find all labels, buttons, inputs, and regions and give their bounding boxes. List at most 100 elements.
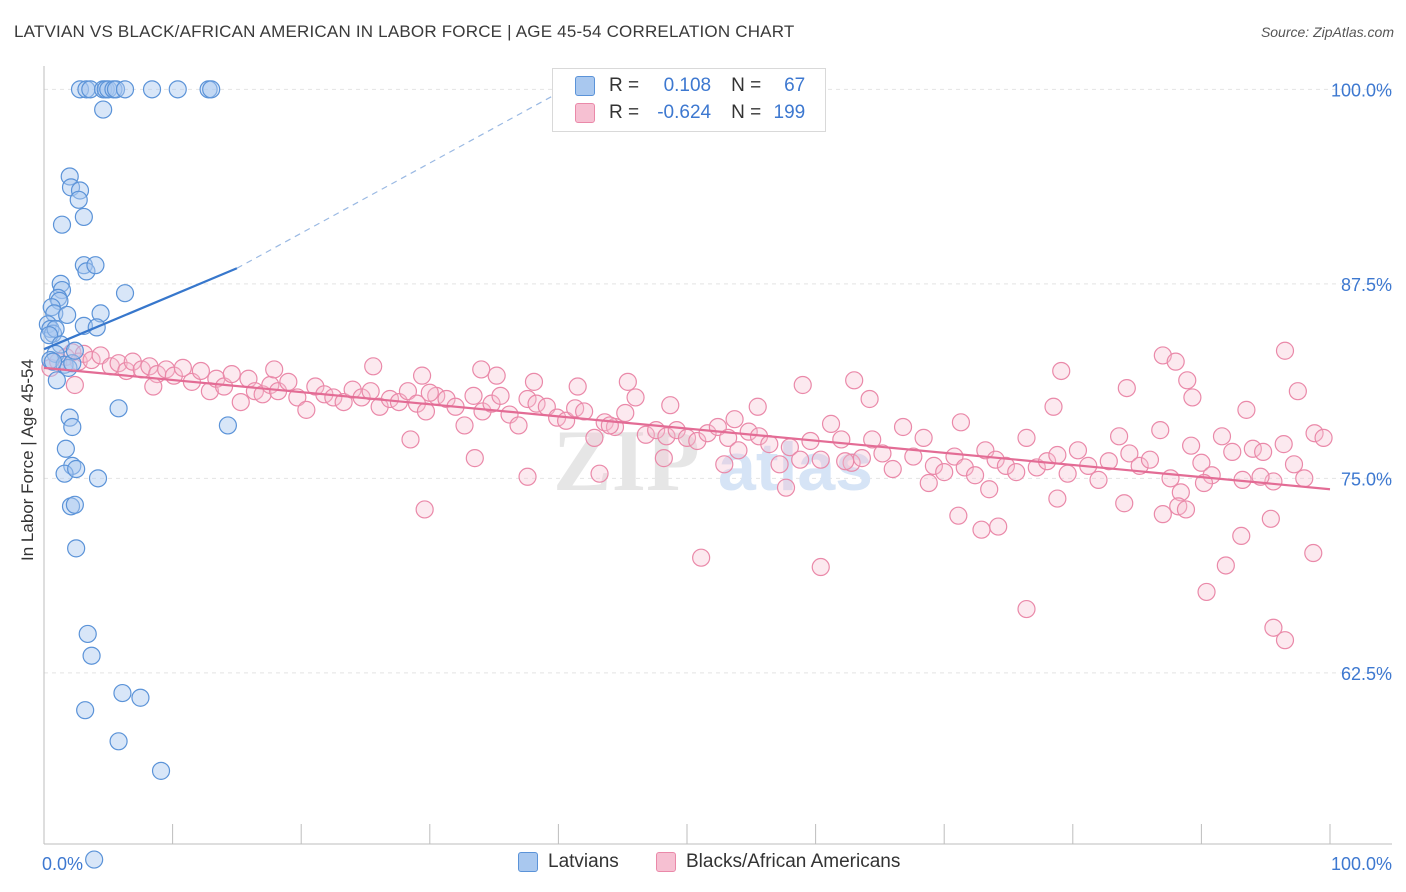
data-point-blacks xyxy=(1176,500,1196,519)
data-point-blacks xyxy=(455,416,474,435)
data-point-blacks xyxy=(65,375,84,395)
data-point-blacks xyxy=(509,416,528,435)
data-point-blacks xyxy=(873,444,892,463)
data-point-blacks xyxy=(836,452,855,471)
data-point-latvians xyxy=(78,624,97,644)
data-point-blacks xyxy=(1304,543,1323,563)
data-point-blacks xyxy=(996,456,1016,475)
data-point-blacks xyxy=(1027,458,1046,477)
data-point-blacks xyxy=(852,449,871,468)
data-point-blacks xyxy=(222,364,241,384)
trend-lines xyxy=(43,88,1331,491)
data-point-blacks xyxy=(793,375,812,395)
data-point-blacks xyxy=(265,360,284,379)
legend-row-blacks: R = -0.624 N = 199 xyxy=(575,101,805,125)
data-point-blacks xyxy=(618,372,637,391)
data-point-blacks xyxy=(600,416,619,435)
data-point-blacks xyxy=(951,413,971,432)
data-point-latvians xyxy=(115,284,135,303)
data-point-blacks xyxy=(568,377,587,396)
data-point-latvians xyxy=(67,539,86,558)
y-tick-label: 75.0% xyxy=(1341,469,1392,489)
data-point-blacks xyxy=(518,389,537,409)
data-point-blacks xyxy=(1212,427,1232,446)
data-point-latvians xyxy=(94,100,113,119)
data-point-blacks xyxy=(1216,556,1235,575)
data-point-latvians xyxy=(67,459,86,479)
data-point-latvians xyxy=(82,646,101,665)
data-point-latvians xyxy=(142,80,162,99)
data-point-blacks xyxy=(842,453,861,472)
trend-line-latvians xyxy=(43,267,238,351)
data-point-blacks xyxy=(464,386,483,405)
data-point-latvians xyxy=(109,399,128,418)
data-point-blacks xyxy=(1153,505,1172,524)
data-point-blacks xyxy=(791,450,810,469)
data-point-blacks xyxy=(1166,352,1185,371)
data-point-blacks xyxy=(334,392,353,412)
data-point-latvians xyxy=(69,190,88,209)
data-point-blacks xyxy=(1140,450,1160,469)
data-point-blacks xyxy=(980,480,999,499)
y-tick-label: 87.5% xyxy=(1341,275,1392,295)
data-point-blacks xyxy=(692,548,711,567)
data-point-blacks xyxy=(1237,400,1256,419)
data-point-blacks xyxy=(1197,582,1216,602)
bottom-legend-label: Latvians xyxy=(548,851,619,872)
data-point-latvians xyxy=(91,304,110,323)
data-point-latvians xyxy=(151,761,171,780)
data-point-blacks xyxy=(1288,382,1307,401)
data-point-blacks xyxy=(82,350,101,370)
data-point-latvians xyxy=(65,341,84,360)
data-point-blacks xyxy=(715,455,734,474)
data-point-blacks xyxy=(1192,453,1211,472)
series-latvians xyxy=(38,80,237,869)
data-point-latvians xyxy=(55,464,74,483)
gridlines xyxy=(44,88,1392,674)
data-point-blacks xyxy=(832,430,851,449)
data-point-blacks xyxy=(491,386,510,405)
data-point-blacks xyxy=(1017,599,1036,619)
data-point-blacks xyxy=(965,466,985,485)
stats-legend: R = 0.108 N = 67 R = -0.624 N = 199 xyxy=(552,68,826,132)
data-point-blacks xyxy=(748,397,767,416)
data-point-latvians xyxy=(70,80,90,99)
data-point-blacks xyxy=(760,435,779,454)
watermark-zip: ZIP xyxy=(553,413,700,510)
data-point-blacks xyxy=(654,449,673,468)
data-point-latvians xyxy=(86,256,105,275)
data-point-blacks xyxy=(590,464,609,483)
data-point-blacks xyxy=(364,357,383,376)
y-tick-label: 100.0% xyxy=(1331,80,1392,100)
data-point-blacks xyxy=(412,366,432,385)
data-point-blacks xyxy=(1254,442,1273,461)
data-point-blacks xyxy=(661,396,680,415)
data-point-blacks xyxy=(527,394,546,413)
data-point-blacks xyxy=(919,473,938,493)
data-point-blacks xyxy=(173,358,192,377)
data-point-blacks xyxy=(1068,441,1088,460)
data-point-blacks xyxy=(401,430,420,449)
data-point-blacks xyxy=(279,372,298,391)
data-point-blacks xyxy=(472,360,491,379)
data-point-blacks xyxy=(1171,483,1190,502)
data-point-blacks xyxy=(1048,489,1067,508)
data-point-blacks xyxy=(1007,463,1026,482)
x-tick-label: 0.0% xyxy=(42,854,83,874)
data-point-blacks xyxy=(986,450,1005,469)
data-point-blacks xyxy=(1261,509,1280,528)
data-point-latvians xyxy=(76,701,95,720)
data-point-blacks xyxy=(1264,618,1283,637)
data-point-latvians xyxy=(202,80,221,99)
data-point-blacks xyxy=(776,478,796,497)
data-point-latvians xyxy=(52,215,72,234)
data-point-latvians xyxy=(113,683,132,703)
legend-n-label: N = xyxy=(731,75,762,96)
source-credit: Source: ZipAtlas.com xyxy=(1260,24,1394,40)
data-point-blacks xyxy=(729,441,748,460)
data-point-blacks xyxy=(821,414,841,433)
data-point-blacks xyxy=(1099,452,1118,471)
data-point-blacks xyxy=(1089,470,1108,489)
legend-swatch-latvians xyxy=(575,76,595,96)
data-point-latvians xyxy=(109,732,128,751)
